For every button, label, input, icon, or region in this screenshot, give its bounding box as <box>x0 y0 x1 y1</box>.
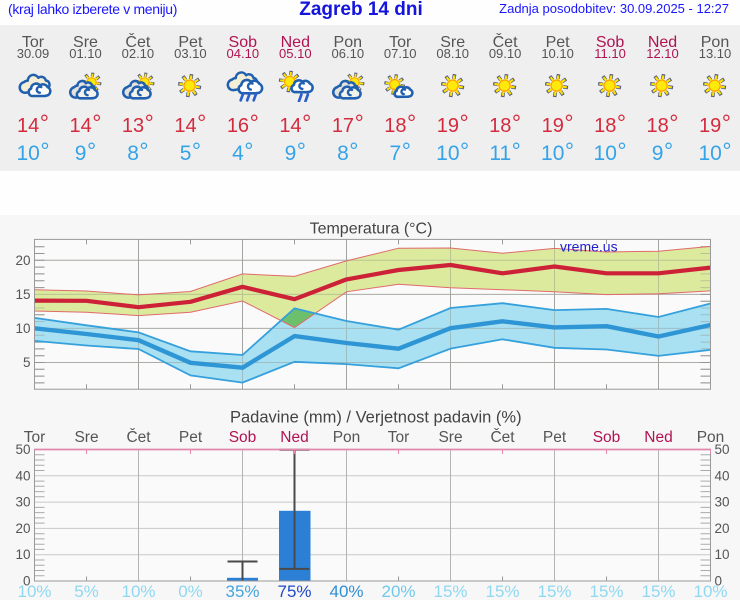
svg-text:Tor: Tor <box>388 429 410 446</box>
svg-text:10: 10 <box>15 547 30 562</box>
svg-text:Pon: Pon <box>333 429 361 446</box>
svg-text:40: 40 <box>15 468 30 483</box>
svg-text:15: 15 <box>15 287 30 302</box>
svg-text:Tor: Tor <box>24 429 46 446</box>
svg-text:Sre: Sre <box>74 429 98 446</box>
svg-text:10%: 10% <box>17 582 51 600</box>
svg-text:10: 10 <box>15 321 30 336</box>
svg-text:Padavine (mm) / Verjetnost pad: Padavine (mm) / Verjetnost padavin (%) <box>230 408 522 426</box>
svg-text:Pet: Pet <box>543 429 567 446</box>
svg-text:5%: 5% <box>74 582 99 600</box>
svg-text:15%: 15% <box>537 582 571 600</box>
svg-text:Pon: Pon <box>697 429 725 446</box>
svg-text:20: 20 <box>15 521 30 536</box>
svg-text:Sre: Sre <box>438 429 462 446</box>
svg-text:Čet: Čet <box>126 429 151 446</box>
svg-text:15%: 15% <box>641 582 675 600</box>
svg-text:15%: 15% <box>485 582 519 600</box>
svg-text:vreme.us: vreme.us <box>560 239 618 255</box>
svg-text:Sob: Sob <box>229 429 257 446</box>
svg-text:30: 30 <box>715 495 730 510</box>
svg-text:50: 50 <box>715 442 730 457</box>
svg-text:Čet: Čet <box>490 429 515 446</box>
svg-text:40: 40 <box>715 468 730 483</box>
svg-text:0%: 0% <box>178 582 203 600</box>
svg-text:Sob: Sob <box>593 429 621 446</box>
svg-text:20%: 20% <box>381 582 415 600</box>
svg-text:20: 20 <box>15 253 30 268</box>
svg-text:10%: 10% <box>121 582 155 600</box>
svg-text:10: 10 <box>715 547 730 562</box>
svg-text:15%: 15% <box>433 582 467 600</box>
svg-text:Ned: Ned <box>644 429 672 446</box>
svg-text:40%: 40% <box>329 582 363 600</box>
svg-text:0: 0 <box>715 574 723 589</box>
svg-text:5: 5 <box>23 355 31 370</box>
svg-text:0: 0 <box>23 574 31 589</box>
svg-text:35%: 35% <box>225 582 259 600</box>
svg-text:30: 30 <box>15 495 30 510</box>
svg-text:Ned: Ned <box>280 429 308 446</box>
svg-text:75%: 75% <box>277 582 311 600</box>
svg-text:20: 20 <box>715 521 730 536</box>
svg-text:50: 50 <box>15 442 30 457</box>
svg-text:10%: 10% <box>693 582 727 600</box>
svg-text:15%: 15% <box>589 582 623 600</box>
svg-text:Temperatura (°C): Temperatura (°C) <box>310 221 433 238</box>
svg-text:Pet: Pet <box>179 429 203 446</box>
